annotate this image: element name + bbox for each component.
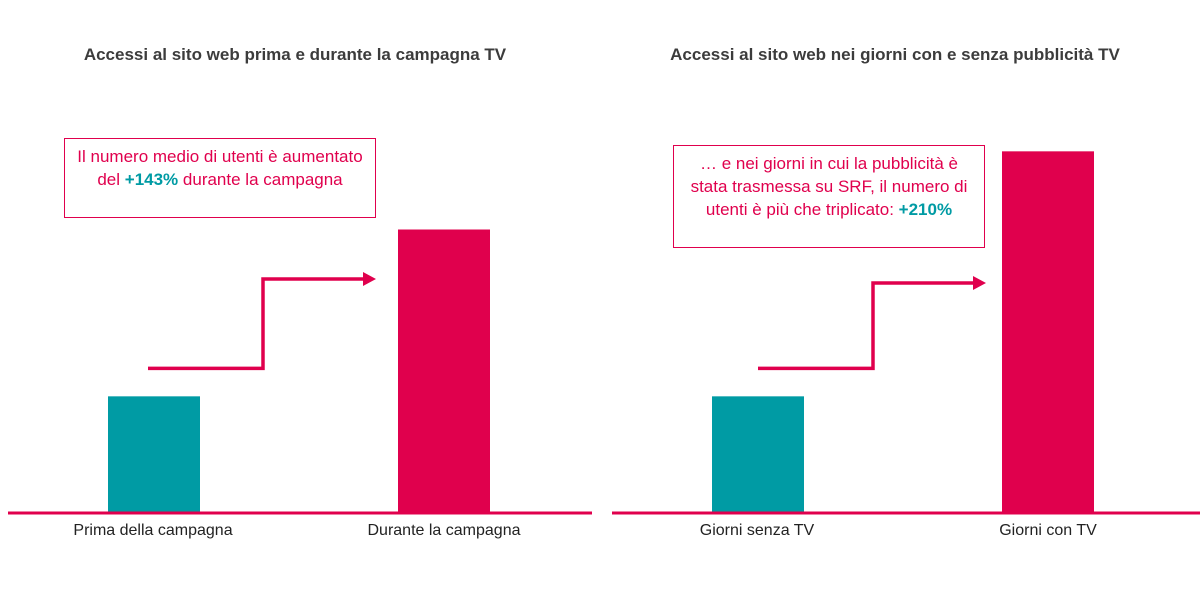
callout-box: … e nei giorni in cui la pubblicità è st… (673, 145, 985, 248)
chart-panel-left: Accessi al sito web prima e durante la c… (8, 45, 592, 539)
chart-panel-right: Accessi al sito web nei giorni con e sen… (600, 0, 1200, 600)
bar-2 (398, 229, 490, 513)
chart-title: Accessi al sito web nei giorni con e sen… (670, 45, 1120, 64)
category-label-2: Giorni con TV (999, 522, 1097, 539)
callout-text: Il numero medio di utenti è aumentato de… (77, 147, 363, 189)
callout-highlight: +143% (124, 170, 179, 189)
arrow-head-icon (973, 276, 986, 290)
chart-title: Accessi al sito web prima e durante la c… (83, 45, 507, 64)
step-arrow-line (758, 281, 976, 371)
callout-box: Il numero medio di utenti è aumentato de… (64, 138, 376, 218)
chart-plot (8, 229, 592, 515)
bar-1 (108, 396, 200, 513)
callout-text: … e nei giorni in cui la pubblicità è st… (690, 154, 968, 219)
arrow-head-icon (363, 272, 376, 286)
category-label-2: Durante la campagna (367, 522, 521, 539)
category-label-1: Prima della campagna (73, 522, 233, 539)
step-arrow-line (148, 277, 366, 371)
category-label-1: Giorni senza TV (699, 522, 815, 539)
callout-highlight: +210% (898, 200, 953, 219)
chart-plot (612, 151, 1200, 515)
bar-1 (712, 396, 804, 513)
callout-text-end: durante la campagna (178, 170, 343, 189)
bar-2 (1002, 151, 1094, 514)
